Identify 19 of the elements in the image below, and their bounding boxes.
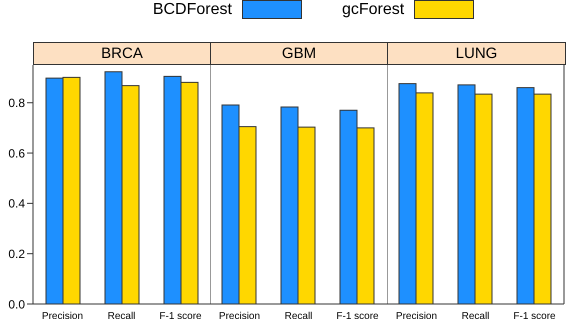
x-tick-label: F-1 score	[513, 311, 556, 320]
x-tick-label: F-1 score	[336, 311, 380, 320]
y-tick-label: 0.8	[8, 96, 26, 110]
x-tick-label: F-1 score	[159, 311, 202, 320]
chart-title: BRCA	[33, 42, 210, 65]
y-tick-label: 0.2	[8, 246, 26, 261]
legend-label: gcForest	[342, 0, 404, 18]
legend-label: BCDForest	[152, 0, 232, 18]
chart-title: GBM	[210, 42, 387, 65]
y-tick-label: 0.0	[8, 297, 26, 312]
x-tick-label: Precision	[396, 311, 438, 320]
chart-title: LUNG	[387, 42, 566, 65]
x-tick-label: Precision	[218, 311, 260, 320]
x-tick-label: Recall	[284, 311, 312, 320]
x-tick-label: Recall	[462, 311, 490, 320]
x-tick-label: Precision	[42, 311, 84, 320]
y-tick-label: 0.4	[8, 196, 26, 211]
x-tick-label: Recall	[108, 311, 136, 320]
y-tick-label: 0.6	[8, 146, 26, 160]
